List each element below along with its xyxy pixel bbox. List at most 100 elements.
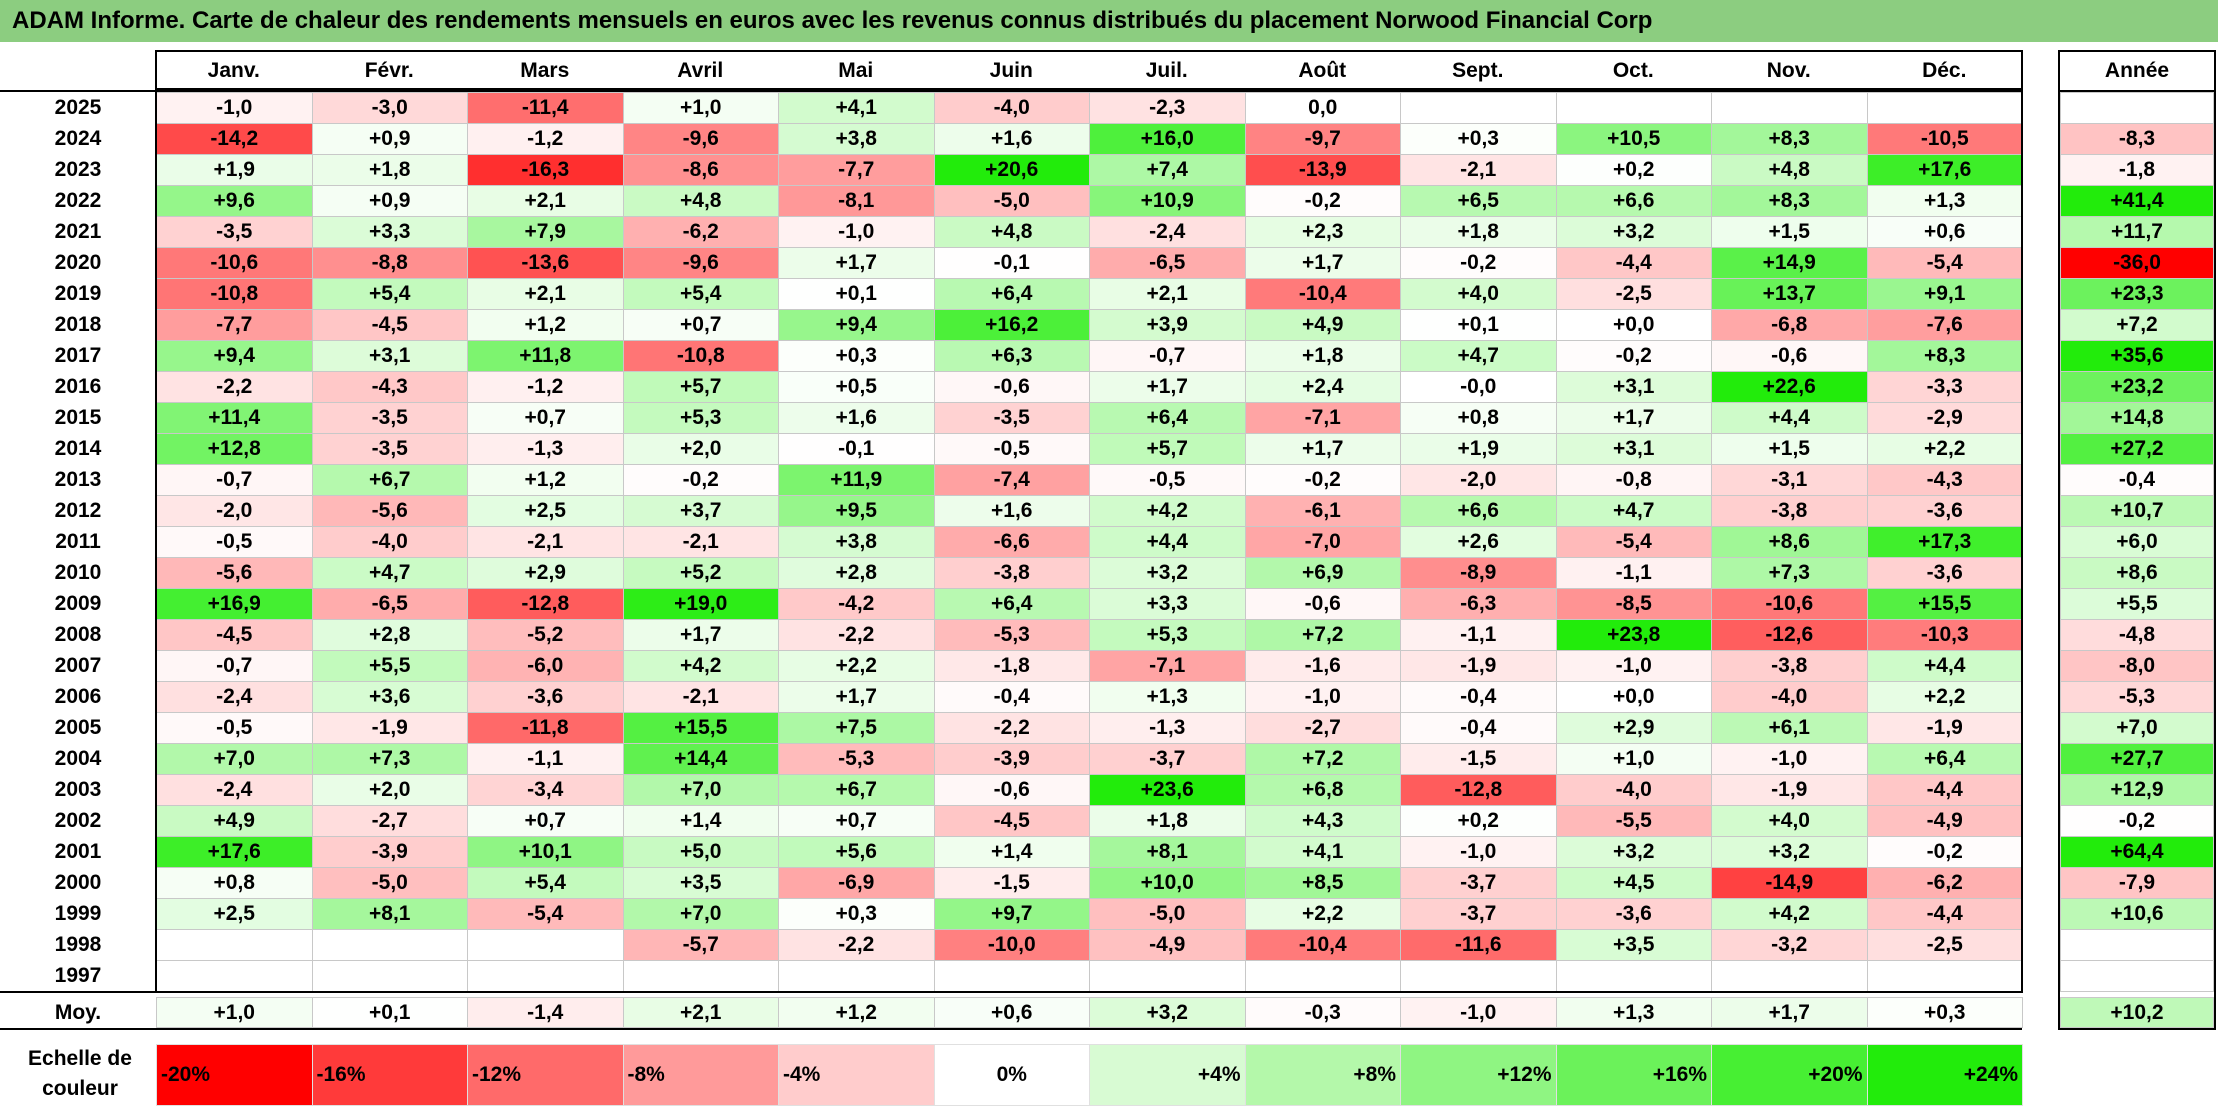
heatmap-cell: -1,0 (1244, 681, 1401, 713)
heatmap-cell: -5,0 (311, 867, 468, 899)
heatmap-cell: -2,2 (156, 371, 313, 403)
heatmap-cell: +2,9 (467, 557, 624, 589)
average-cell: -0,3 (1244, 997, 1401, 1028)
heatmap-cell: +10,5 (1555, 123, 1712, 155)
heatmap-cell: -1,6 (1244, 650, 1401, 682)
heatmap-cell: -1,9 (311, 712, 468, 744)
heatmap-cell: +7,9 (467, 216, 624, 248)
heatmap-cell: +0,3 (1400, 123, 1557, 155)
annual-cell: +35,6 (2060, 340, 2214, 372)
column-header: Juin (989, 59, 1033, 82)
heatmap-cell: +7,0 (622, 898, 779, 930)
heatmap-cell: +9,4 (778, 309, 935, 341)
row-label-year: 2008 (54, 622, 102, 646)
heatmap-cell: -4,9 (1089, 929, 1246, 961)
heatmap-cell: +3,1 (311, 340, 468, 372)
column-header: Mai (838, 59, 874, 82)
heatmap-cell: -6,9 (778, 867, 935, 899)
heatmap-cell: -0,2 (1244, 464, 1401, 496)
heatmap-cell: -4,3 (311, 371, 468, 403)
heatmap-cell: -4,9 (1866, 805, 2023, 837)
heatmap-cell: +1,7 (1244, 247, 1401, 279)
heatmap-cell: -3,7 (1089, 743, 1246, 775)
heatmap-cell: +6,4 (1866, 743, 2023, 775)
heatmap-cell: -4,5 (156, 619, 313, 651)
heatmap-cell: +11,9 (778, 464, 935, 496)
annual-cell: +27,2 (2060, 433, 2214, 465)
heatmap-cell: +2,0 (311, 774, 468, 806)
heatmap-cell: +0,9 (311, 185, 468, 217)
heatmap-cell: +2,0 (622, 433, 779, 465)
heatmap-cell: -4,5 (933, 805, 1090, 837)
heatmap-cell: -0,6 (1711, 340, 1868, 372)
heatmap-cell: +6,4 (933, 278, 1090, 310)
heatmap-cell: -5,4 (1866, 247, 2023, 279)
heatmap-cell: +7,0 (622, 774, 779, 806)
heatmap-cell: +20,6 (933, 154, 1090, 186)
heatmap-cell: -2,3 (1089, 92, 1246, 124)
heatmap-cell: +4,7 (311, 557, 468, 589)
chart-title: ADAM Informe. Carte de chaleur des rende… (12, 7, 1653, 34)
heatmap-cell: +3,8 (778, 526, 935, 558)
heatmap-cell: -14,9 (1711, 867, 1868, 899)
heatmap-cell: -2,1 (622, 526, 779, 558)
heatmap-cell: -4,0 (1711, 681, 1868, 713)
heatmap-cell: +6,5 (1400, 185, 1557, 217)
annual-cell: -5,3 (2060, 681, 2214, 713)
heatmap-cell: -6,5 (311, 588, 468, 620)
annual-cell: -1,8 (2060, 154, 2214, 186)
heatmap-cell: -6,6 (933, 526, 1090, 558)
heatmap-cell: -5,6 (311, 495, 468, 527)
heatmap-cell: -10,3 (1866, 619, 2023, 651)
heatmap-cell: -1,5 (1400, 743, 1557, 775)
heatmap-cell: +1,6 (933, 123, 1090, 155)
heatmap-cell: +2,1 (467, 278, 624, 310)
heatmap-cell: -0,4 (1400, 681, 1557, 713)
heatmap-cell: -4,5 (311, 309, 468, 341)
heatmap-cell: +0,8 (1400, 402, 1557, 434)
heatmap-cell: +2,3 (1244, 216, 1401, 248)
heatmap-cell: +1,7 (778, 247, 935, 279)
heatmap-cell: -7,6 (1866, 309, 2023, 341)
heatmap-cell: +9,5 (778, 495, 935, 527)
heatmap-cell: +1,0 (1555, 743, 1712, 775)
heatmap-cell: +16,2 (933, 309, 1090, 341)
heatmap-cell: +1,7 (622, 619, 779, 651)
heatmap-cell: +7,3 (311, 743, 468, 775)
heatmap-cell: +2,6 (1400, 526, 1557, 558)
heatmap-cell: -1,9 (1866, 712, 2023, 744)
heatmap-cell: +3,3 (1089, 588, 1246, 620)
heatmap-cell: -11,6 (1400, 929, 1557, 961)
heatmap-cell: +4,8 (622, 185, 779, 217)
heatmap-cell: -0,0 (1400, 371, 1557, 403)
heatmap-cell: +23,6 (1089, 774, 1246, 806)
annual-cell: +27,7 (2060, 743, 2214, 775)
column-header: Nov. (1766, 59, 1811, 82)
average-cell: -1,0 (1400, 997, 1557, 1028)
heatmap-cell: +16,9 (156, 588, 313, 620)
heatmap-cell: +22,6 (1711, 371, 1868, 403)
row-label-year: 2006 (54, 684, 102, 708)
annual-header-rule (2060, 90, 2214, 92)
heatmap-cell: -10,0 (933, 929, 1090, 961)
heatmap-cell: -7,1 (1089, 650, 1246, 682)
average-cell: +2,1 (622, 997, 779, 1028)
heatmap-cell: -2,1 (622, 681, 779, 713)
heatmap-cell: -0,4 (933, 681, 1090, 713)
average-cell: +1,3 (1555, 997, 1712, 1028)
heatmap-cell: -3,7 (1400, 867, 1557, 899)
legend-swatch: -12% (467, 1044, 624, 1106)
heatmap-cell: +3,2 (1555, 836, 1712, 868)
heatmap-cell: +5,0 (622, 836, 779, 868)
heatmap-cell: -2,7 (1244, 712, 1401, 744)
heatmap-cell: +15,5 (622, 712, 779, 744)
row-label-year: 2024 (54, 126, 102, 150)
heatmap-cell: +15,5 (1866, 588, 2023, 620)
heatmap-cell (1866, 960, 2023, 992)
body-bottom-rule (0, 991, 2022, 993)
heatmap-cell: +11,4 (156, 402, 313, 434)
average-cell: +3,2 (1089, 997, 1246, 1028)
heatmap-cell: -3,3 (1866, 371, 2023, 403)
heatmap-cell: +9,4 (156, 340, 313, 372)
heatmap-cell: -5,0 (933, 185, 1090, 217)
